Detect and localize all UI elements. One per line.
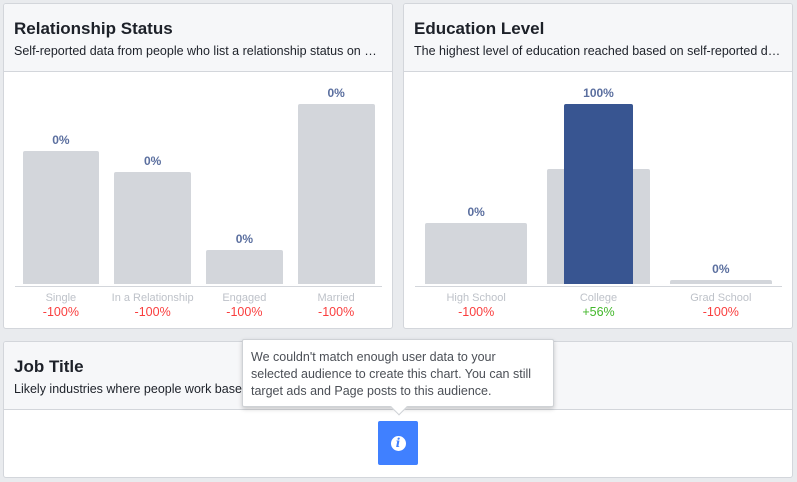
change-label: -100% <box>42 305 79 319</box>
benchmark-bar <box>425 222 528 284</box>
change-label: -100% <box>458 305 495 319</box>
category-label: High School <box>446 292 506 304</box>
value-label: 0% <box>143 154 162 169</box>
change-label: +56% <box>582 305 615 319</box>
change-label: -100% <box>226 305 263 319</box>
value-label: 0% <box>327 86 345 100</box>
audience-bar <box>563 104 634 284</box>
category-label: College <box>579 292 618 304</box>
baseline <box>415 286 782 287</box>
education-chart: 0% High School -100% 100% College +56% 0% Grad … <box>404 4 792 328</box>
card-header: Education Level The highest level of edu… <box>404 4 792 72</box>
info-button[interactable]: i <box>378 421 418 465</box>
benchmark-bar <box>206 249 283 284</box>
benchmark-bar <box>114 172 191 284</box>
value-label: 100% <box>583 86 614 100</box>
card-title: Education Level <box>414 19 545 38</box>
education-level-card: Education Level The highest level of edu… <box>403 3 793 329</box>
category-label: Grad School <box>690 292 752 304</box>
relationship-status-card: Relationship Status Self-reported data f… <box>3 3 393 329</box>
change-label: -100% <box>318 305 355 319</box>
info-icon: i <box>390 435 406 451</box>
benchmark-bar <box>297 104 375 284</box>
benchmark-bar <box>669 280 772 284</box>
value-label: 0% <box>467 204 485 219</box>
change-label: -100% <box>134 305 171 319</box>
category-label: Single <box>45 292 77 304</box>
category-label: In a Relationship <box>111 292 194 304</box>
card-title: Relationship Status <box>14 19 173 38</box>
card-header: Relationship Status Self-reported data f… <box>4 4 392 72</box>
value-label: 0% <box>235 231 254 246</box>
benchmark-bar <box>22 150 100 284</box>
no-data-tooltip: We couldn't match enough user data to yo… <box>242 339 554 407</box>
category-label: Engaged <box>222 292 267 304</box>
value-label: 0% <box>712 262 730 277</box>
category-label: Married <box>317 292 355 304</box>
card-title: Job Title <box>14 357 84 376</box>
relationship-chart: 0% Single -100% 0% In a Relationship -100% 0% E… <box>4 4 392 328</box>
baseline <box>15 286 382 287</box>
change-label: -100% <box>702 305 739 319</box>
value-label: 0% <box>52 132 70 147</box>
